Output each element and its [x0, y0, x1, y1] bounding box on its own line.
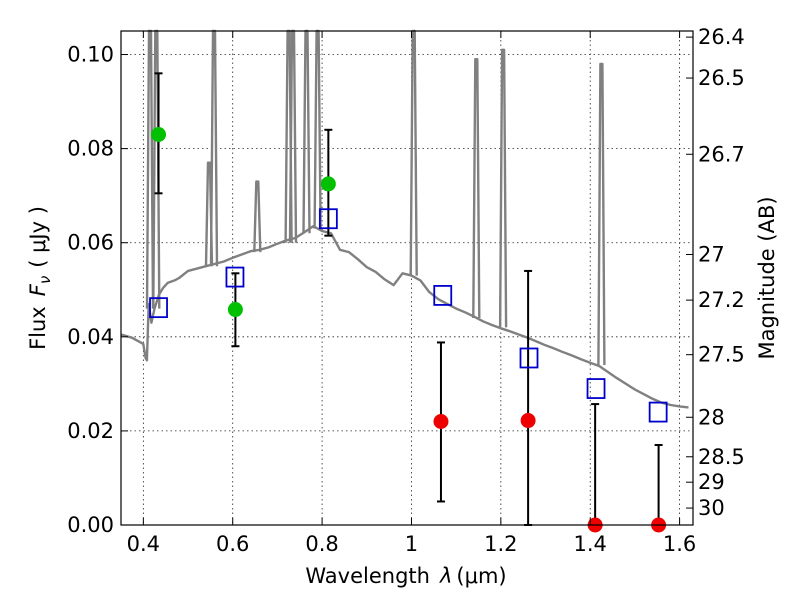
- right-tick-label: 26.7: [698, 142, 745, 166]
- model-photometry-point: [648, 401, 668, 423]
- spectrum-emission-line: [288, 29, 298, 243]
- right-tick-label: 28: [698, 405, 725, 429]
- detection-point: [151, 127, 167, 143]
- detection-point: [227, 302, 243, 318]
- axis-ticks: 0.4 0.6 0.8 1 1.2 1.4 1.6 0.00 0.02 0.04 0.06 0.08 0…: [67, 25, 745, 556]
- detection-point: [320, 176, 336, 192]
- x-tick-label: 1.4: [574, 532, 607, 556]
- x-tick-label: 0.8: [305, 532, 338, 556]
- y-tick-label: 0.06: [67, 231, 114, 255]
- upper-limit-point: [520, 413, 536, 429]
- right-tick-label: 27: [698, 242, 725, 266]
- x-tick-label: 1: [405, 532, 418, 556]
- right-tick-label: 27.5: [698, 343, 745, 367]
- spectrum-emission-line: [498, 48, 508, 328]
- spectrum-emission-line: [302, 29, 311, 234]
- y-tick-label: 0.10: [67, 43, 114, 67]
- model-photometry-point: [149, 297, 168, 319]
- model-photometry-point: [225, 266, 245, 288]
- spectrum-emission-line: [472, 58, 481, 319]
- x-axis-label: Wavelength λ (μm): [305, 564, 506, 588]
- y-tick-label: 0.00: [67, 513, 114, 537]
- x-tick-label: 0.6: [216, 532, 249, 556]
- right-axis-label: Magnitude (AB): [755, 196, 779, 359]
- model-photometry-point: [433, 285, 453, 306]
- spectrum-emission-line: [313, 29, 322, 229]
- right-tick-label: 29: [698, 470, 725, 494]
- plot-frame: [120, 30, 694, 526]
- y-tick-label: 0.02: [67, 419, 114, 443]
- right-tick-label: 26.5: [698, 66, 745, 90]
- spectrum-emission-line: [209, 29, 219, 267]
- model-photometry-point: [318, 208, 338, 230]
- x-tick-label: 0.4: [127, 532, 160, 556]
- error-bars: [154, 72, 663, 526]
- right-tick-label: 30: [698, 496, 725, 520]
- upper-limit-point: [433, 413, 449, 429]
- spectrum-series: [120, 29, 689, 409]
- right-tick-label: 26.4: [698, 25, 745, 49]
- model-photometry-point: [519, 347, 539, 369]
- spectrum-emission-line: [409, 29, 418, 276]
- x-tick-label: 1.6: [663, 532, 696, 556]
- y-tick-label: 0.08: [67, 137, 114, 161]
- x-tick-label: 1.2: [484, 532, 517, 556]
- y-tick-label: 0.04: [67, 325, 114, 349]
- spectrum-emission-line: [145, 29, 155, 309]
- grid-lines: [121, 31, 693, 526]
- y-axis-label: FluxFν( μJy ): [26, 206, 54, 350]
- spectrum-emission-line: [597, 62, 606, 366]
- model-photometry-point: [586, 378, 606, 399]
- spectrum-emission-line: [253, 180, 262, 253]
- spectrum-continuum: [120, 225, 689, 409]
- right-tick-label: 28.5: [698, 445, 745, 469]
- right-tick-label: 27.2: [698, 288, 745, 312]
- data-markers: [149, 127, 668, 533]
